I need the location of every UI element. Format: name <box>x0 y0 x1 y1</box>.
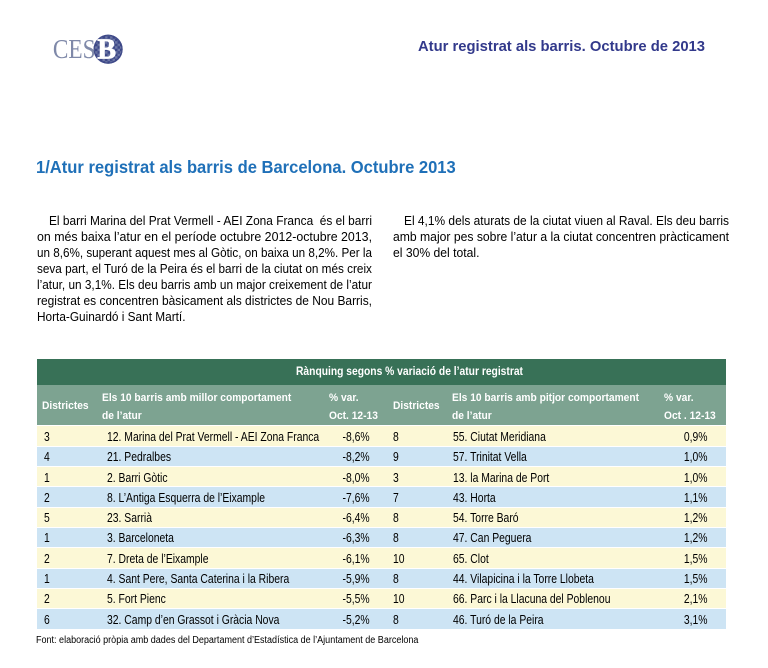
svg-text:CES: CES <box>53 35 96 65</box>
svg-text:B: B <box>97 34 116 65</box>
